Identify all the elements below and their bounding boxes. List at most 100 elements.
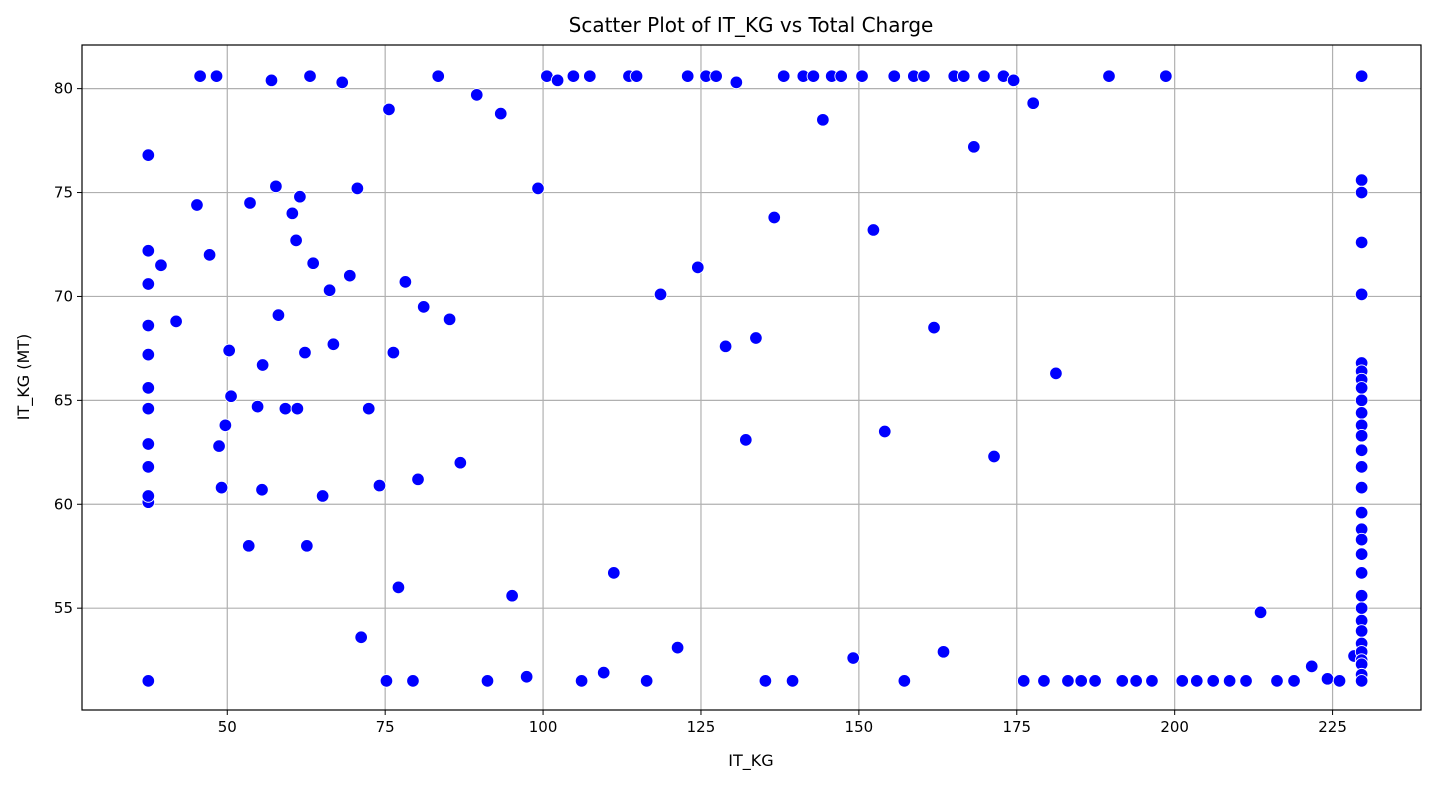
scatter-point: [169, 314, 183, 329]
x-tick-label: 225: [1318, 718, 1347, 736]
scatter-point: [639, 674, 654, 688]
scatter-point: [967, 140, 981, 154]
scatter-point: [141, 437, 156, 451]
scatter-point: [1320, 672, 1335, 686]
scatter-point: [519, 670, 534, 684]
scatter-point: [607, 566, 621, 580]
scatter-point: [709, 69, 723, 83]
scatter-point: [391, 580, 406, 595]
scatter-point: [897, 674, 912, 688]
scatter-point: [1354, 566, 1369, 580]
scatter-point: [1129, 674, 1143, 688]
scatter-point: [193, 69, 207, 83]
scatter-point: [350, 181, 365, 196]
scatter-point: [212, 439, 226, 453]
plot-area-frame: [81, 44, 1422, 711]
scatter-point: [583, 69, 597, 83]
scatter-point: [806, 69, 821, 83]
scatter-point: [936, 645, 951, 659]
scatter-point: [372, 478, 387, 493]
scatter-point: [1304, 659, 1319, 674]
scatter-point: [290, 401, 305, 416]
scatter-point: [680, 69, 695, 83]
x-tick-label: 150: [845, 718, 874, 736]
scatter-point: [670, 640, 685, 655]
scatter-point: [453, 455, 468, 470]
scatter-point: [382, 102, 396, 117]
scatter-point: [1037, 674, 1051, 688]
scatter-point: [141, 318, 156, 333]
scatter-point: [209, 69, 224, 83]
scatter-point: [141, 277, 156, 291]
scatter-point: [243, 196, 257, 210]
scatter-point: [218, 418, 233, 433]
scatter-point: [749, 331, 763, 345]
scatter-point: [1354, 505, 1369, 520]
scatter-point: [1145, 674, 1159, 688]
scatter-point: [1354, 287, 1369, 302]
x-axis-label: IT_KG: [728, 751, 773, 771]
scatter-point: [846, 651, 860, 665]
scatter-point: [306, 256, 320, 270]
scatter-point: [1074, 674, 1088, 688]
scatter-point: [303, 69, 317, 83]
scatter-point: [315, 489, 330, 503]
scatter-point: [739, 433, 753, 447]
scatter-point: [285, 206, 300, 221]
scatter-point: [1190, 674, 1204, 688]
x-tick-label: 100: [529, 718, 558, 736]
scatter-point: [141, 401, 156, 416]
scatter-point: [878, 424, 892, 439]
scatter-point: [416, 300, 431, 314]
scatter-point: [1354, 532, 1369, 547]
scatter-point: [1159, 69, 1173, 83]
scatter-point: [269, 179, 283, 194]
scatter-point: [1115, 674, 1130, 688]
scatter-point: [255, 482, 269, 497]
scatter-point: [1354, 185, 1369, 200]
scatter-point: [629, 69, 644, 83]
scatter-point: [1239, 674, 1253, 688]
y-tick-label: 80: [54, 80, 73, 98]
scatter-point: [1354, 173, 1369, 187]
scatter-point: [343, 268, 357, 283]
scatter-point: [1354, 428, 1369, 443]
scatter-point: [154, 258, 168, 273]
y-axis-ticks: 55 60 65 70 75 80: [54, 80, 82, 617]
scatter-point: [917, 69, 931, 83]
scatter-point: [1354, 674, 1369, 688]
scatter-point: [785, 674, 800, 688]
scatter-point: [202, 248, 217, 262]
scatter-point: [1354, 460, 1369, 474]
scatter-point: [386, 345, 401, 360]
scatter-point: [141, 489, 156, 503]
scatter-point: [300, 539, 314, 553]
x-tick-label: 175: [1002, 718, 1031, 736]
scatter-point: [141, 347, 156, 362]
scatter-point: [550, 73, 565, 88]
scatter-point: [250, 399, 265, 414]
scatter-point: [1088, 674, 1102, 688]
scatter-point: [1270, 674, 1284, 688]
y-tick-label: 75: [54, 184, 73, 202]
scatter-point: [956, 69, 971, 83]
scatter-point: [293, 189, 307, 204]
scatter-point: [1287, 674, 1301, 688]
scatter-point: [718, 339, 733, 354]
scatter-point: [255, 358, 270, 372]
scatter-point: [224, 389, 238, 403]
scatter-point: [531, 181, 545, 196]
x-tick-label: 200: [1160, 718, 1189, 736]
scatter-point: [494, 106, 508, 121]
scatter-point: [398, 275, 413, 289]
scatter-point: [866, 223, 881, 237]
scatter-point: [977, 69, 991, 83]
scatter-point: [214, 480, 229, 495]
scatter-point: [141, 148, 156, 162]
scatter-point: [505, 588, 519, 603]
scatter-point: [987, 449, 1001, 464]
x-tick-label: 75: [376, 718, 395, 736]
grid: [82, 45, 1421, 710]
scatter-point: [271, 308, 286, 322]
